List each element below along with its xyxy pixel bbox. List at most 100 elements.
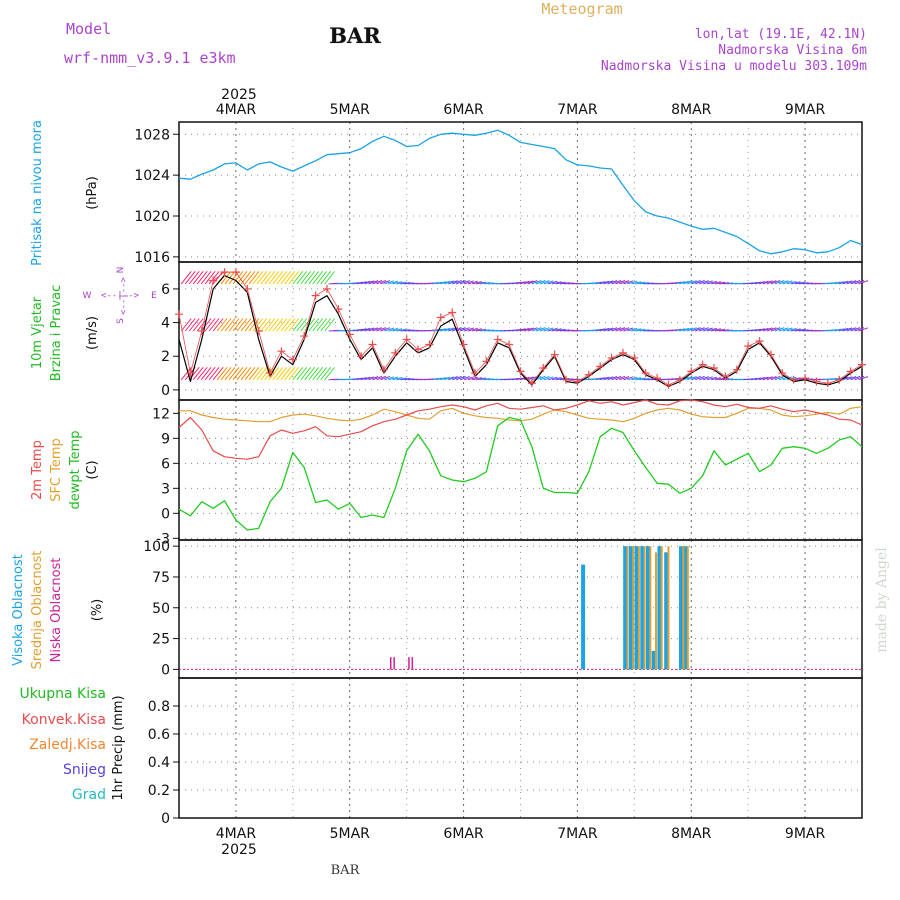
wind-barb [707, 280, 717, 285]
panel-4: 0 0.2 0.4 0.6 0.8 [148, 677, 863, 827]
bottom-day-label: 5MAR [330, 826, 371, 842]
wind-barb [228, 366, 240, 381]
wind-barb [850, 280, 861, 285]
wind-barb [388, 327, 399, 332]
wind-barb [380, 327, 391, 332]
wind-barb [388, 280, 399, 285]
wind-barb [244, 270, 256, 285]
wind-barb [519, 327, 530, 332]
wind-barb [619, 327, 630, 332]
y-tick-label: 6 [161, 282, 170, 298]
wind-barb [547, 376, 558, 381]
wind-barb [292, 270, 304, 285]
model-altitude: Nadmorska Visina u modelu 303.109m [601, 59, 867, 74]
wind-barb [192, 318, 204, 332]
wind-barb [320, 366, 332, 381]
wind-barb [627, 280, 638, 285]
y-tick-label: 0.8 [148, 699, 170, 715]
wind-barb [308, 366, 320, 381]
wind-barb [631, 377, 642, 381]
wind-barb [535, 375, 546, 381]
wind-barb [635, 377, 646, 381]
wind-barb [372, 327, 383, 332]
wind-barb [599, 327, 610, 332]
wind-barb [699, 376, 709, 381]
wind-barb [308, 270, 320, 285]
wind-barb [272, 270, 284, 285]
wind-barb [639, 378, 650, 381]
wind-barb [236, 366, 248, 381]
wind-barb [464, 376, 474, 381]
wind-barb [527, 280, 538, 285]
cloud-bar [626, 546, 629, 670]
wind-barb [200, 366, 212, 381]
wind-barb [547, 280, 558, 285]
wind-barb [854, 280, 865, 285]
wind-barb [300, 366, 312, 381]
wind-barb [356, 281, 367, 285]
wind-barb [440, 327, 451, 332]
cloud-bar [581, 564, 586, 670]
wind-barb [392, 377, 403, 381]
wind-barb [204, 366, 216, 381]
wind-direction-legend-h: <--|--> [101, 291, 140, 301]
wind-barb [774, 280, 785, 285]
wind-barb [364, 280, 375, 285]
wind-barb [300, 270, 312, 285]
wind-barb [248, 318, 260, 332]
wind-west-label: W [83, 291, 92, 301]
wind-barb [296, 318, 308, 332]
wind-barb [463, 280, 474, 285]
wind-barb [766, 280, 777, 285]
wind-barb [770, 375, 781, 381]
wind-barb [196, 366, 208, 381]
station-title: BAR [329, 23, 381, 48]
wind-barb [711, 377, 722, 381]
wind-barb [440, 280, 451, 285]
wind-barb [691, 327, 701, 332]
temp-title-group: 2m Temp SFC Temp dewpt Temp (C) [30, 430, 100, 509]
bottom-day-labels: 4MAR 5MAR 6MAR 7MAR 8MAR 9MAR [216, 826, 826, 842]
cloud-bar [411, 657, 414, 670]
wind-barb [715, 377, 726, 381]
y-tick-label: 9 [161, 431, 170, 447]
wind-barb [360, 376, 371, 381]
wind-barb [224, 366, 236, 381]
wind-barb [559, 282, 570, 285]
y-tick-label: 1028 [134, 127, 170, 143]
wind-barb [695, 280, 705, 285]
wind-barb [268, 270, 280, 285]
wind-barb [719, 282, 730, 285]
wind-barb [786, 327, 797, 332]
wind-barb [364, 327, 375, 332]
wind-barb [599, 376, 610, 381]
top-day-label: 4MAR [216, 102, 257, 118]
cloud-bar [393, 657, 395, 670]
cloud-bar [651, 650, 656, 670]
wind-barb [623, 280, 634, 285]
wind-barb [635, 328, 646, 332]
wind-barb [834, 281, 845, 285]
wind-barb [703, 280, 713, 285]
wind-barb [224, 318, 236, 332]
y-tick-label: -3 [156, 531, 170, 547]
wind-barb [368, 280, 379, 285]
pressure-title: Pritisak na nivou mora [30, 120, 45, 266]
footer-station: BAR [331, 863, 361, 878]
wind-barb [304, 270, 316, 285]
wind-barb [236, 318, 248, 332]
wind-barb [539, 327, 550, 332]
wind-barb [312, 366, 324, 381]
wind-barb [364, 376, 375, 381]
pressure-title-group: Pritisak na nivou mora (hPa) [30, 120, 100, 266]
y-tick-label: 6 [161, 456, 170, 472]
wind-barb [212, 270, 224, 285]
cloud-bar [634, 546, 639, 670]
wind-barb [607, 280, 618, 285]
top-day-label: 6MAR [443, 102, 484, 118]
dewpt-line [178, 416, 863, 531]
wind-barb [304, 366, 316, 381]
pressure-line [178, 129, 863, 255]
wind-barb [543, 327, 554, 332]
